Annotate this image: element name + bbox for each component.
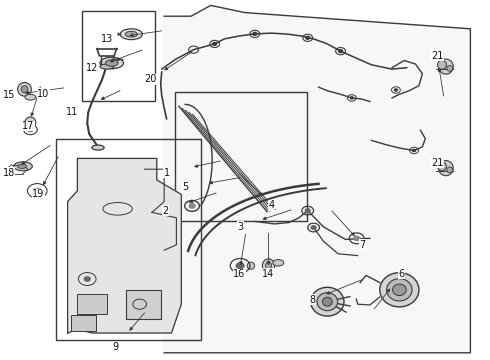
Text: 8: 8 — [310, 294, 316, 305]
Text: 16: 16 — [233, 269, 245, 279]
Text: 20: 20 — [145, 74, 157, 84]
Ellipse shape — [105, 60, 118, 66]
Ellipse shape — [438, 60, 446, 69]
Text: 12: 12 — [86, 63, 98, 73]
Circle shape — [236, 263, 244, 269]
Ellipse shape — [447, 167, 453, 173]
Ellipse shape — [263, 259, 274, 273]
Ellipse shape — [438, 162, 446, 171]
Bar — [175, 92, 307, 221]
Text: 19: 19 — [32, 189, 44, 199]
Ellipse shape — [100, 64, 114, 69]
Circle shape — [305, 209, 310, 212]
Circle shape — [189, 204, 195, 208]
Ellipse shape — [25, 94, 36, 100]
Text: 5: 5 — [182, 182, 188, 192]
Ellipse shape — [311, 287, 344, 316]
Ellipse shape — [266, 262, 271, 269]
Ellipse shape — [392, 284, 406, 296]
Text: 4: 4 — [269, 200, 275, 210]
Ellipse shape — [121, 29, 143, 40]
Text: 7: 7 — [360, 240, 366, 250]
Bar — [77, 294, 107, 314]
Circle shape — [354, 236, 360, 240]
Circle shape — [253, 32, 257, 35]
Text: 14: 14 — [263, 269, 274, 279]
Ellipse shape — [439, 161, 453, 176]
Circle shape — [350, 97, 353, 99]
Ellipse shape — [21, 86, 28, 93]
Ellipse shape — [439, 59, 453, 74]
Ellipse shape — [380, 273, 419, 307]
Text: 2: 2 — [163, 206, 169, 216]
Text: 21: 21 — [431, 158, 443, 168]
Text: 11: 11 — [67, 107, 78, 117]
Ellipse shape — [92, 145, 104, 150]
Ellipse shape — [14, 162, 32, 171]
Circle shape — [34, 188, 41, 193]
Text: 10: 10 — [37, 89, 49, 99]
Text: 15: 15 — [2, 90, 15, 100]
Polygon shape — [164, 5, 470, 353]
Text: 18: 18 — [3, 168, 15, 178]
Ellipse shape — [18, 82, 31, 96]
Ellipse shape — [247, 262, 255, 269]
Circle shape — [213, 42, 217, 45]
Ellipse shape — [322, 297, 332, 306]
Text: 6: 6 — [399, 269, 405, 279]
Ellipse shape — [18, 164, 26, 168]
Text: 1: 1 — [164, 168, 170, 178]
Circle shape — [339, 50, 343, 53]
Ellipse shape — [317, 293, 338, 311]
Bar — [56, 139, 201, 340]
Ellipse shape — [273, 260, 284, 266]
Ellipse shape — [387, 279, 412, 301]
Text: 21: 21 — [431, 51, 443, 61]
Bar — [126, 290, 161, 319]
Text: 17: 17 — [22, 121, 35, 131]
Text: 13: 13 — [101, 34, 113, 44]
Polygon shape — [68, 158, 181, 333]
Circle shape — [84, 277, 90, 281]
Ellipse shape — [100, 57, 123, 69]
Circle shape — [306, 36, 310, 39]
Circle shape — [413, 149, 416, 152]
Bar — [71, 315, 96, 331]
Bar — [82, 11, 155, 101]
Text: 3: 3 — [237, 222, 243, 232]
Ellipse shape — [447, 66, 453, 71]
Circle shape — [394, 89, 397, 91]
Circle shape — [311, 226, 316, 229]
Text: 9: 9 — [112, 342, 118, 352]
Ellipse shape — [125, 31, 137, 37]
Circle shape — [27, 127, 33, 132]
Ellipse shape — [25, 117, 36, 128]
